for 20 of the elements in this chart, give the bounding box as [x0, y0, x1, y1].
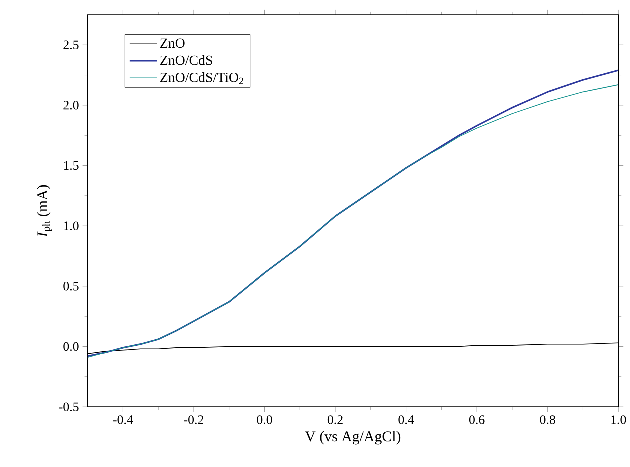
x-tick-label: 0.2	[328, 416, 343, 424]
y-tick-label: 2.0	[64, 101, 79, 110]
x-tick-label: 0.6	[469, 416, 485, 424]
x-axis-title: V (vs Ag/AgCl)	[305, 431, 401, 445]
x-tick-label: 0.8	[540, 416, 556, 424]
y-tick-label: 0.0	[64, 342, 79, 352]
y-tick-label: 1.5	[64, 161, 79, 170]
x-tick-label: 1.0	[612, 416, 626, 424]
legend-label: ZnO	[160, 38, 185, 48]
y-tick-label: 1.0	[64, 222, 79, 231]
y-axis-title: I$_{ph}$ (mA)	[37, 185, 52, 238]
y-tick-label: -0.5	[59, 402, 79, 412]
x-tick-label: -0.4	[113, 416, 134, 424]
x-tick-label: -0.2	[184, 416, 204, 424]
x-tick-label: 0.0	[257, 416, 272, 424]
y-tick-label: 0.5	[64, 282, 79, 291]
y-tick-label: 2.5	[64, 40, 79, 50]
x-tick-label: 0.4	[398, 416, 414, 424]
legend-label: ZnO/CdS	[160, 55, 212, 66]
legend-label: ZnO/CdS/TiO$_{2}$	[160, 72, 244, 84]
